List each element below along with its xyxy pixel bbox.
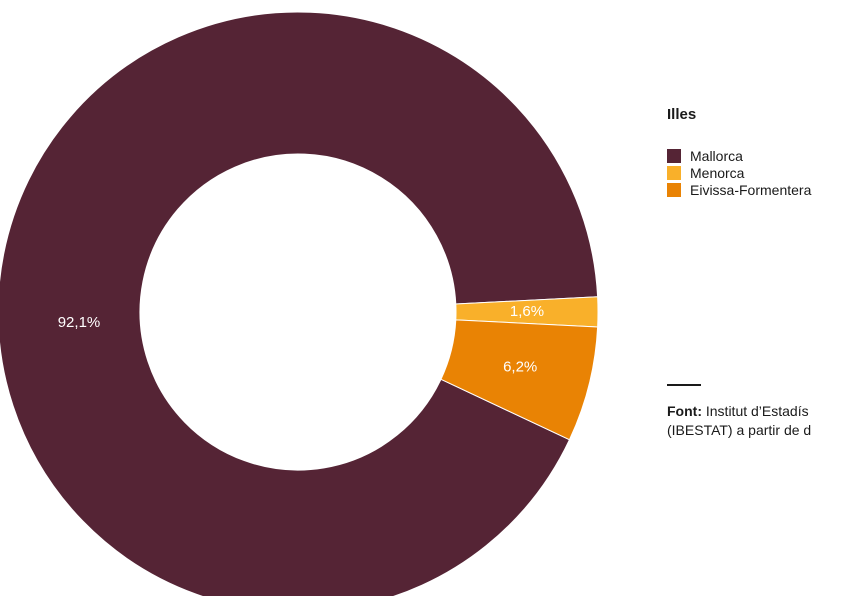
slices-group [0,11,599,596]
legend-label-mallorca: Mallorca [690,147,743,164]
legend-swatch-mallorca [667,148,681,163]
slice-eivissa-formentera [440,319,599,441]
source-label: Font: [667,403,702,419]
slice-label-menorca: 1,6% [510,303,544,320]
legend-item-menorca: Menorca [667,164,853,181]
slice-label-mallorca: 92,1% [58,314,101,331]
source-divider [667,384,701,386]
slice-label-eivissa-formentera: 6,2% [503,358,537,375]
legend-label-menorca: Menorca [690,164,745,181]
legend: Illes Mallorca Menorca Eivissa-Formenter… [667,106,853,198]
source-text-1: Institut d’Estadís [701,403,809,419]
legend-label-eivissa-formentera: Eivissa-Formentera [690,181,812,198]
slice-mallorca [0,11,599,596]
legend-title: Illes [667,106,697,123]
legend-swatch-menorca [667,165,681,180]
slice-labels-group: 92,1% 1,6% 6,2% [58,303,544,376]
legend-item-eivissa-formentera: Eivissa-Formentera [667,181,853,198]
legend-swatch-eivissa-formentera [667,182,681,197]
legend-item-mallorca: Mallorca [667,147,853,164]
source-note: Font: Institut d’Estadís (IBESTAT) a par… [667,402,853,440]
source-line-1: Font: Institut d’Estadís [667,402,853,421]
source-text-2: (IBESTAT) a partir de d [667,422,812,438]
